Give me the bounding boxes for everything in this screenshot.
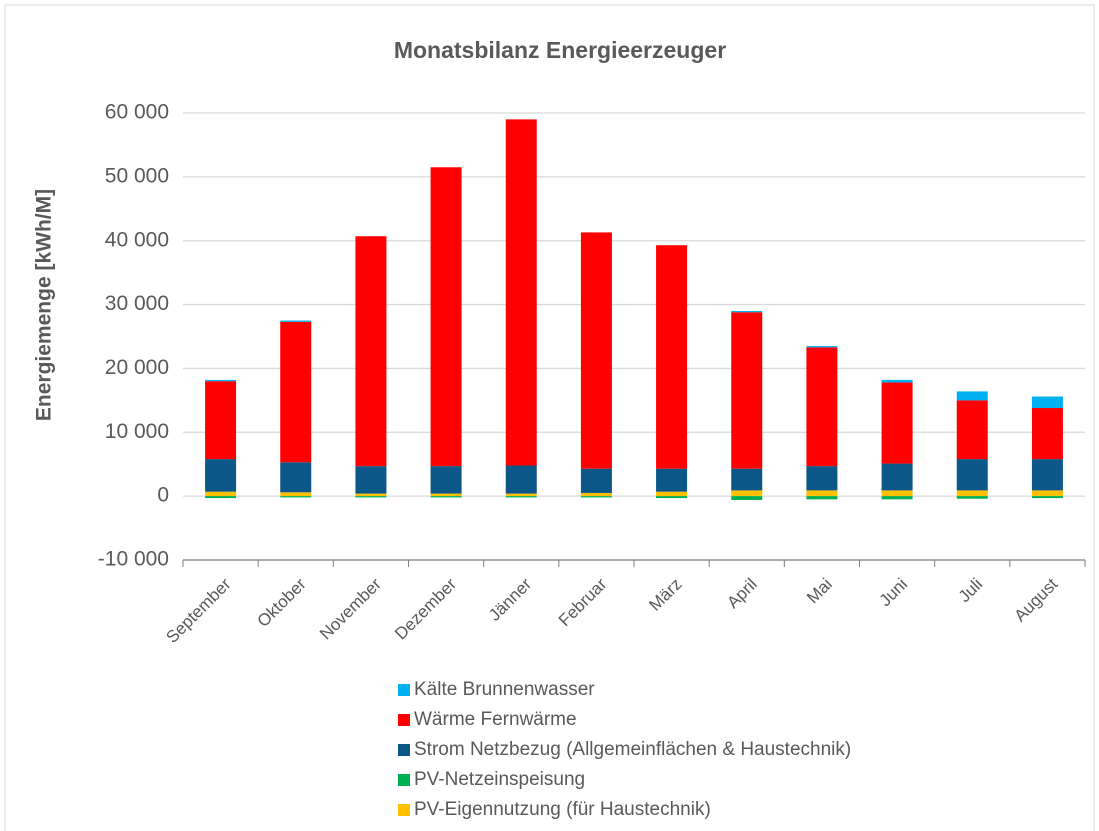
bar-segment	[205, 459, 237, 492]
bar-segment	[280, 462, 312, 493]
bar-segment	[731, 468, 763, 491]
bar-segment	[280, 496, 312, 498]
bar-segment	[355, 466, 387, 494]
bar-segment	[430, 167, 462, 467]
y-tick-label: 0	[157, 484, 169, 507]
bar-segment	[806, 496, 838, 500]
bar-segment	[656, 496, 688, 499]
bar-segment	[731, 496, 763, 500]
bar-segment	[806, 490, 838, 497]
bar-segment	[580, 492, 612, 497]
legend-swatch	[398, 714, 410, 726]
bar-segment	[881, 379, 913, 383]
legend-swatch	[398, 744, 410, 756]
bar-segment	[956, 490, 988, 497]
bar-segment	[505, 496, 537, 498]
bar-segment	[806, 466, 838, 491]
y-axis-label: Energiemenge [kWh/M]	[33, 189, 56, 421]
bar-segment	[580, 232, 612, 469]
bar-segment	[355, 236, 387, 467]
bar-segment	[1031, 408, 1063, 460]
bar-segment	[1031, 396, 1063, 409]
y-tick-label: 40 000	[105, 228, 169, 251]
bar-segment	[1031, 459, 1063, 491]
legend-label: PV-Eigennutzung (für Haustechnik)	[414, 799, 711, 820]
bar-segment	[205, 379, 237, 382]
bar-segment	[731, 310, 763, 313]
bar-segment	[205, 381, 237, 460]
legend-swatch	[398, 804, 410, 816]
bar-segment	[881, 490, 913, 497]
legend-label: Strom Netzbezug (Allgemeinflächen & Haus…	[414, 739, 851, 760]
bar-segment	[656, 245, 688, 469]
bar-segment	[430, 493, 462, 497]
bar-segment	[881, 382, 913, 464]
bar-segment	[205, 496, 237, 499]
bar-segment	[881, 496, 913, 500]
bar-segment	[280, 492, 312, 497]
bar-segment	[430, 466, 462, 494]
y-tick-label: 10 000	[105, 420, 169, 443]
bar-segment	[956, 459, 988, 491]
bar-segment	[505, 465, 537, 494]
legend-swatch	[398, 774, 410, 786]
bar-segment	[656, 468, 688, 492]
legend-label: Kälte Brunnenwasser	[414, 679, 595, 700]
bar-segment	[731, 312, 763, 469]
bar-segment	[505, 119, 537, 466]
chart-frame	[4, 4, 1095, 831]
bar-segment	[806, 347, 838, 467]
bar-segment	[1031, 490, 1063, 497]
legend-label: PV-Netzeinspeisung	[414, 769, 585, 790]
bar-segment	[881, 463, 913, 491]
bar-segment	[580, 496, 612, 498]
bar-segment	[205, 491, 237, 497]
bar-segment	[505, 493, 537, 497]
y-tick-label: 50 000	[105, 164, 169, 187]
chart-title: Monatsbilanz Energieerzeuger	[394, 37, 726, 63]
y-tick-label: 20 000	[105, 356, 169, 379]
bar-segment	[280, 321, 312, 463]
bar-segment	[806, 346, 838, 348]
bar-segment	[1031, 496, 1063, 499]
bar-segment	[956, 391, 988, 401]
bar-segment	[956, 496, 988, 499]
bar-segment	[731, 490, 763, 497]
bar-segment	[656, 491, 688, 497]
bar-segment	[355, 496, 387, 498]
bar-segment	[956, 400, 988, 460]
bar-segment	[280, 320, 312, 322]
bar-segment	[430, 496, 462, 498]
y-tick-label: 60 000	[105, 101, 169, 124]
y-tick-label: -10 000	[98, 548, 169, 571]
bar-segment	[580, 468, 612, 493]
y-tick-label: 30 000	[105, 292, 169, 315]
legend-swatch	[398, 684, 410, 696]
legend-label: Wärme Fernwärme	[414, 709, 577, 730]
bar-segment	[355, 493, 387, 497]
